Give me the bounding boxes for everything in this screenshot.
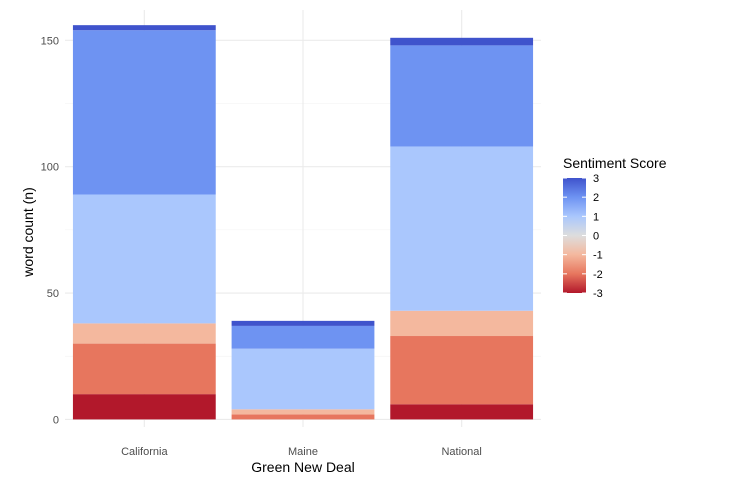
bar-segment (390, 146, 534, 311)
bar-segment (231, 409, 375, 415)
legend-ticks: 3 2 1 0 -1 -2 -3 (563, 173, 603, 300)
bar-segment (390, 310, 534, 337)
x-axis-title: Green New Deal (251, 459, 355, 475)
bar-segment (72, 343, 216, 395)
y-tick-label: 0 (53, 414, 59, 426)
y-axis-ticks: 0 50 100 150 (41, 35, 59, 426)
bar-segment (390, 404, 534, 420)
legend-tick-label: -2 (593, 269, 603, 281)
legend: Sentiment Score 3 2 1 0 -1 -2 -3 (563, 155, 667, 300)
y-axis-title: word count (n) (20, 187, 36, 277)
bar-segment (231, 320, 375, 326)
bar-segment (231, 414, 375, 420)
x-tick-label: National (441, 446, 481, 458)
legend-colorbar (563, 178, 586, 293)
bar-segment (390, 336, 534, 405)
legend-tick-label: 1 (593, 211, 599, 223)
bar-segment (72, 25, 216, 31)
bar-segment (72, 30, 216, 195)
bar-segment (231, 348, 375, 410)
y-tick-label: 50 (47, 288, 59, 300)
legend-tick-label: -1 (593, 250, 603, 262)
legend-tick-label: 3 (593, 173, 599, 185)
bars (72, 25, 534, 420)
legend-tick-label: 2 (593, 192, 599, 204)
bar-segment (231, 325, 375, 349)
x-tick-label: Maine (288, 446, 318, 458)
y-tick-label: 150 (41, 35, 59, 47)
legend-tick-label: 0 (593, 231, 599, 243)
y-tick-label: 100 (41, 162, 59, 174)
x-tick-label: California (121, 446, 168, 458)
bar-segment (72, 194, 216, 324)
x-axis-ticks: California Maine National (121, 446, 482, 458)
bar-segment (72, 323, 216, 344)
legend-tick-label: -3 (593, 288, 603, 300)
bar-segment (390, 37, 534, 46)
bar-segment (390, 45, 534, 147)
legend-title: Sentiment Score (563, 155, 667, 171)
bar-segment (72, 394, 216, 420)
